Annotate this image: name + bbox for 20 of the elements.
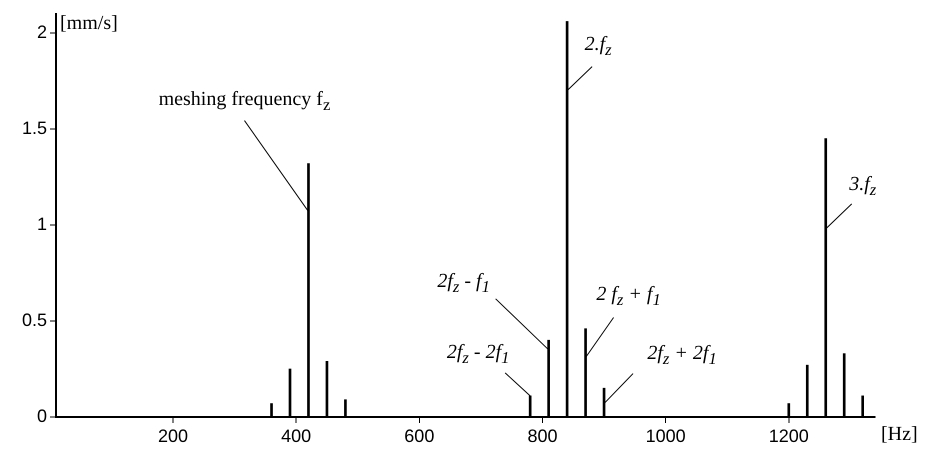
x-tick-label: 200	[158, 426, 188, 446]
annotation: 2f$_{z}$ - 2f$_{1}$	[446, 340, 510, 369]
y-tick-label: 0.5	[22, 310, 47, 330]
x-tick-label: 1000	[646, 426, 686, 446]
y-tick-label: 1	[36, 214, 47, 234]
y-tick-label: 0	[36, 406, 47, 426]
x-axis-title: [Hz]	[881, 423, 918, 446]
x-tick-label: 600	[404, 426, 434, 446]
annotation: meshing frequency f$_{z}$	[158, 88, 330, 116]
annotation: 2f$_{z}$ - f$_{1}$	[437, 270, 490, 298]
annotation: 2f$_{z}$ + 2f$_{1}$	[647, 342, 717, 370]
annotation: 2 f$_{z}$ + f$_{1}$	[596, 283, 661, 312]
annotation: 3.f$_{z}$	[849, 172, 876, 201]
y-tick-label: 1.5	[22, 118, 47, 138]
x-tick-label: 800	[527, 426, 558, 446]
y-axis-title: [mm/s]	[60, 12, 118, 35]
y-tick-label: 2	[36, 22, 47, 42]
x-tick-label: 1200	[768, 426, 809, 446]
x-tick-label: 400	[281, 426, 312, 446]
annotation: 2.f$_{z}$	[584, 32, 612, 61]
